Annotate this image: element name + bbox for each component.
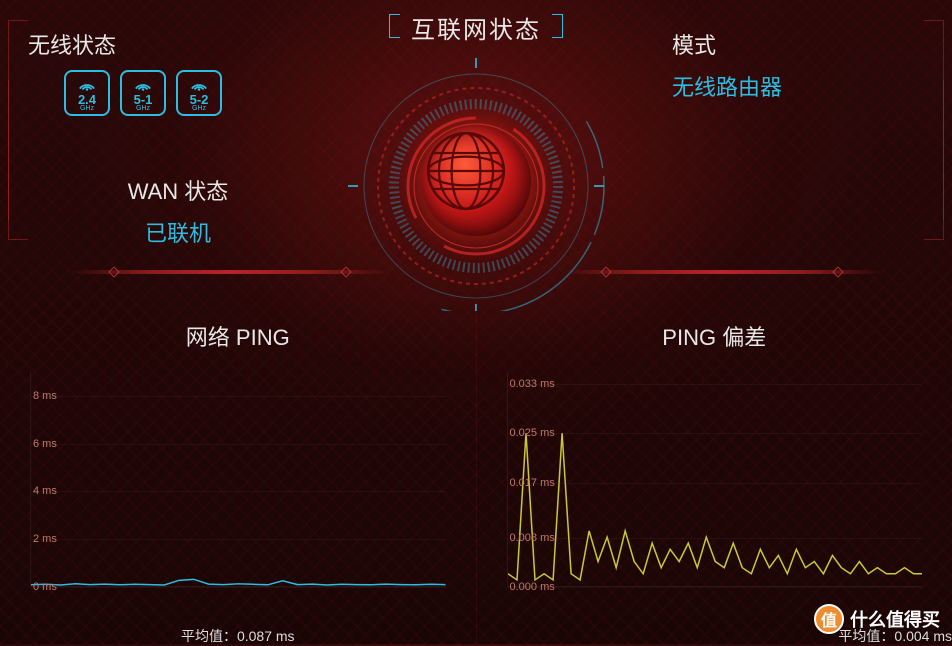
ytick-label: 6 ms [33,438,57,450]
mode-value: 无线路由器 [672,70,912,102]
internet-status-hud: 互联网状态 [306,10,646,311]
ytick-label: 0 ms [33,581,57,593]
ytick-label: 2 ms [33,533,57,545]
wifi-badge-52[interactable]: 5-2 GHz [176,70,222,116]
internet-status-title: 互联网状态 [411,10,541,45]
wifi-icon [78,79,96,91]
ytick-label: 0.017 ms [510,477,555,489]
deviation-chart-title: PING 偏差 [507,320,923,352]
badge-sub: GHz [192,105,206,112]
deviation-chart-area: 0.000 ms0.008 ms0.017 ms0.025 ms0.033 ms [507,372,923,587]
ping-chart-area: 0 ms2 ms4 ms6 ms8 ms [30,372,446,587]
ytick-label: 4 ms [33,485,57,497]
badge-sub: GHz [136,105,150,112]
ytick-label: 0.008 ms [510,532,555,544]
deviation-chart-panel: PING 偏差 0.000 ms 0.008 ms 0.017 ms 0.025 ms… [476,300,952,644]
ytick-label: 8 ms [33,390,57,402]
wifi-badge-51[interactable]: 5-1 GHz [120,70,166,116]
wireless-status-label: 无线状态 [28,28,288,60]
wifi-icon [190,79,208,91]
ytick-label: 0.000 ms [510,581,555,593]
wan-status-label: WAN 状态 [68,174,288,206]
wireless-badges: 2.4 GHz 5-1 GHz 5-2 GHz [64,70,288,116]
wifi-icon [134,79,152,91]
watermark-badge: 值 [814,604,844,634]
watermark: 值 什么值得买 [814,604,940,634]
wifi-badge-24[interactable]: 2.4 GHz [64,70,110,116]
ytick-label: 0.025 ms [510,427,555,439]
ytick-label: 0.033 ms [510,378,555,390]
ping-chart-panel: 网络 PING 0 ms 2 ms 4 ms 6 ms 8 ms 平均值：0.087 m… [0,300,476,644]
ping-avg-label: 平均值：0.087 ms [0,626,476,646]
badge-sub: GHz [80,105,94,112]
mode-label: 模式 [672,28,912,60]
watermark-text: 什么值得买 [850,606,940,632]
wan-status-value: 已联机 [68,216,288,248]
globe-icon[interactable] [421,126,531,236]
ping-chart-title: 网络 PING [30,320,446,352]
